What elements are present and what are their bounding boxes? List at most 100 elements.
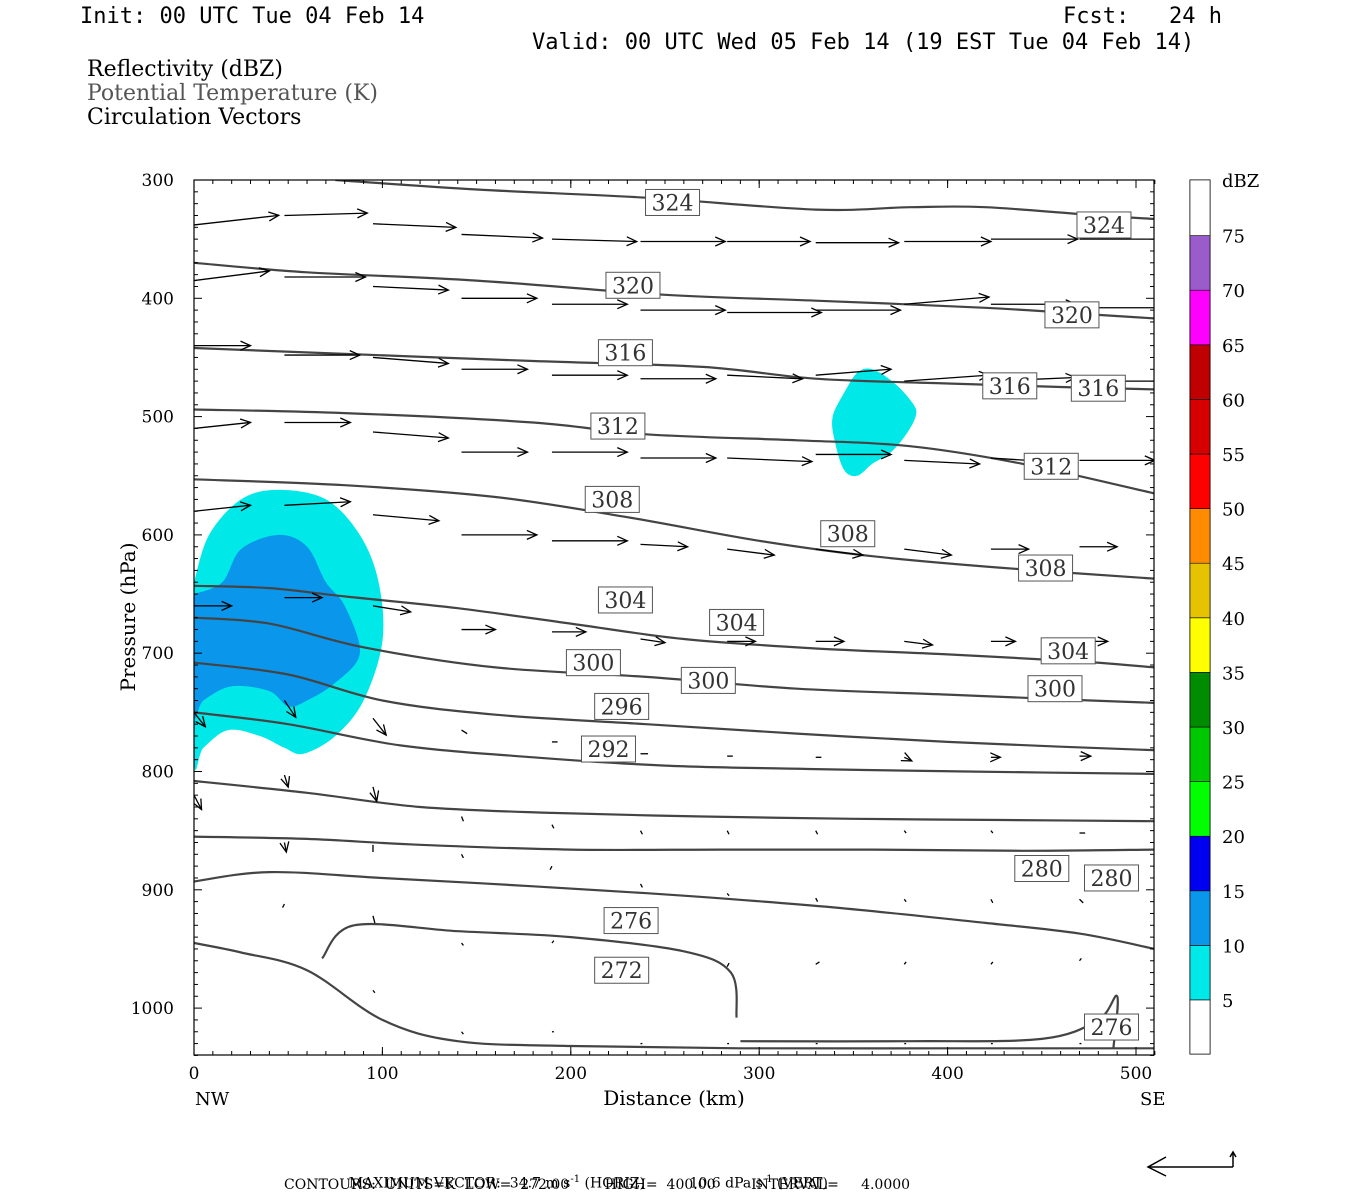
vector-head — [900, 752, 914, 762]
vector-shaft — [551, 940, 555, 944]
vector-head — [969, 458, 982, 469]
circulation-vector — [372, 284, 450, 295]
colorbar-segment — [1189, 890, 1211, 946]
circulation-vector — [727, 456, 814, 467]
contour-label-text: 304 — [1047, 640, 1089, 665]
vector-head — [626, 236, 639, 247]
circulation-vector — [551, 626, 588, 637]
colorbar-label: 55 — [1222, 445, 1245, 466]
vector-head — [1153, 235, 1154, 244]
contour-label-box — [1018, 554, 1074, 582]
vector-head — [714, 305, 727, 316]
vector-head — [239, 418, 253, 429]
vector-shaft — [283, 700, 297, 718]
vector-head — [258, 267, 271, 278]
contour-label: 304 — [709, 608, 765, 636]
contour-label-box — [597, 586, 653, 614]
vector-head — [437, 284, 450, 295]
circulation-vector — [815, 897, 819, 902]
circulation-vector — [194, 267, 271, 282]
y-tick-label: 1000 — [131, 999, 174, 1019]
vector-head — [356, 208, 369, 219]
isentrope-280 — [194, 870, 1154, 950]
isentrope-300 — [194, 616, 1154, 704]
contour-label-box — [584, 485, 640, 513]
vector-shaft — [372, 431, 449, 439]
vector-shaft — [815, 897, 819, 902]
vector-shaft — [1078, 957, 1082, 962]
colorbar-segment — [1189, 453, 1211, 509]
y-tick-label: 400 — [142, 289, 174, 309]
vector-head — [239, 501, 253, 512]
vector-shaft — [194, 504, 251, 512]
circulation-vector — [461, 232, 545, 243]
vector-shaft — [372, 989, 376, 994]
circulation-vector — [551, 940, 555, 944]
contour-label-text: 308 — [1025, 557, 1067, 582]
vector-head — [714, 236, 727, 247]
colorbar-label: 20 — [1222, 827, 1245, 848]
circulation-vector — [372, 356, 450, 368]
circulation-vector — [727, 236, 812, 247]
circulation-vector — [726, 892, 730, 897]
vector-head — [399, 605, 413, 616]
colorbar-label: 75 — [1222, 227, 1245, 248]
vector-shaft — [903, 961, 907, 965]
contour-label-box — [1040, 637, 1096, 665]
circulation-vector — [990, 544, 1031, 555]
isentrope-284 — [194, 835, 1154, 852]
isentrope-324 — [335, 180, 1154, 221]
contour-label: 324 — [1076, 211, 1132, 239]
reference-vector — [1146, 1150, 1237, 1177]
y-tick-label: 700 — [142, 644, 174, 664]
vector-shaft — [551, 238, 637, 243]
contour-label: 320 — [605, 271, 661, 299]
vector-shaft — [904, 548, 952, 556]
contour-label: 280 — [1084, 864, 1140, 892]
vector-head — [240, 340, 253, 351]
colorbar-label: 15 — [1222, 882, 1245, 903]
circulation-vector — [903, 961, 907, 965]
x-tick-label: 500 — [1120, 1064, 1152, 1084]
circulation-vector — [815, 548, 865, 559]
legend-reflectivity: Reflectivity (dBZ) — [87, 57, 283, 82]
circulation-vector — [281, 903, 286, 908]
vector-shaft — [727, 374, 803, 380]
circulation-vector — [640, 236, 727, 247]
circulation-vector — [461, 447, 530, 458]
circulation-vector — [460, 816, 465, 822]
circulation-vector — [284, 417, 352, 428]
contour-label: 276 — [603, 907, 659, 935]
vector-shaft — [284, 212, 368, 217]
circulation-vector — [194, 711, 207, 729]
circulation-vector — [990, 830, 994, 834]
max-vector-line: MAXIMUM VECTOR: 34.7 m s-1 (HORIZ) 10.6 … — [340, 1158, 828, 1192]
circulation-vector — [284, 271, 368, 283]
vector-head — [763, 548, 776, 559]
contour-label-text: 308 — [827, 523, 869, 548]
reflectivity-region-10dbz — [194, 534, 360, 719]
colorbar-label: 10 — [1222, 936, 1245, 957]
vector-shaft — [461, 942, 464, 946]
circulation-vector — [461, 624, 498, 635]
vector-shaft — [194, 270, 270, 282]
isentrope-272 — [321, 922, 738, 1018]
circulation-vector — [727, 307, 823, 318]
circulation-vector — [727, 373, 805, 384]
circulation-vector — [194, 794, 203, 811]
x-tick-label: 300 — [743, 1064, 775, 1084]
vector-head — [194, 798, 203, 811]
circulation-vector — [639, 883, 643, 888]
vector-head — [792, 373, 805, 384]
circulation-vector — [727, 636, 758, 647]
contour-label: 312 — [590, 412, 646, 440]
contour-label: 300 — [565, 649, 621, 677]
circulation-vector — [279, 841, 290, 854]
init-time: Init: 00 UTC Tue 04 Feb 14 — [80, 4, 425, 29]
contour-label-box — [580, 735, 636, 763]
circulation-vector — [284, 350, 362, 361]
circulation-vector — [815, 636, 846, 647]
vert-unit: (VERT) — [777, 1175, 828, 1192]
contour-label-box — [594, 692, 650, 720]
circulation-vector — [280, 774, 291, 789]
